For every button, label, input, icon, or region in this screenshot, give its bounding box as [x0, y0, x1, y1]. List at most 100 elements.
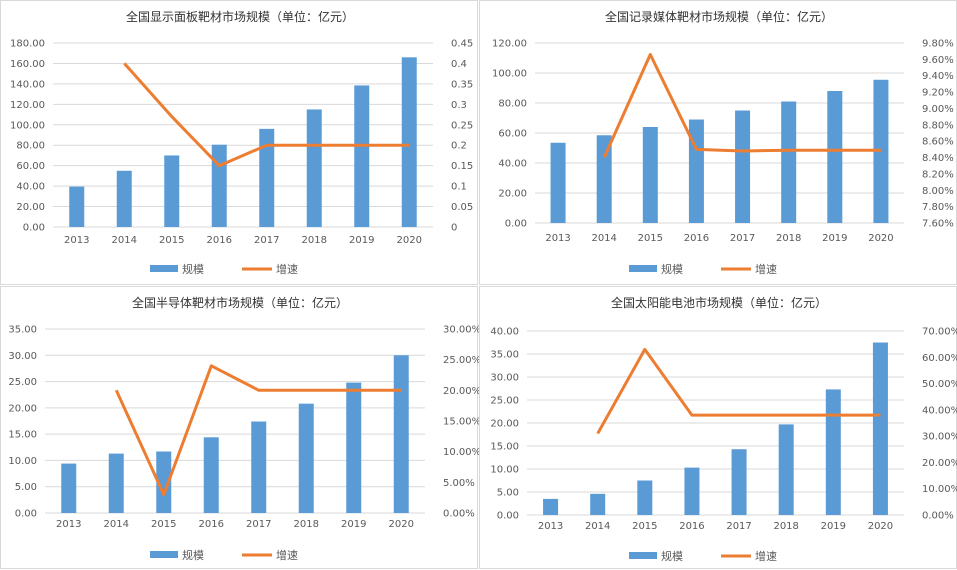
bar: [551, 143, 566, 223]
bar: [732, 449, 747, 515]
x-tick-label: 2016: [679, 521, 704, 532]
x-tick-label: 2014: [112, 235, 137, 246]
y-right-tick-label: 20.00%: [922, 458, 957, 469]
bar: [259, 129, 274, 227]
chart-svg: 全国记录媒体靶材市场规模（单位：亿元）0.0020.0040.0060.0080…: [480, 1, 957, 286]
x-tick-label: 2019: [349, 235, 374, 246]
y-right-tick-label: 9.20%: [922, 88, 954, 99]
x-tick-label: 2017: [730, 233, 755, 244]
chart-svg: 全国太阳能电池市场规模（单位：亿元）0.005.0010.0015.0020.0…: [480, 287, 957, 570]
x-tick-label: 2018: [294, 519, 319, 530]
bar: [402, 57, 417, 227]
y-right-tick-label: 8.80%: [922, 120, 954, 131]
bar: [779, 424, 794, 515]
y-right-tick-label: 0.1: [451, 182, 467, 193]
chart-title: 全国太阳能电池市场规模（单位：亿元）: [611, 295, 827, 310]
bar: [394, 355, 409, 513]
y-right-tick-label: 10.00%: [443, 447, 479, 458]
x-tick-label: 2018: [776, 233, 801, 244]
legend-label: 规模: [182, 548, 204, 562]
y-left-tick-label: 20.00: [490, 419, 519, 430]
y-left-tick-label: 10.00: [490, 465, 519, 476]
y-left-tick-label: 40.00: [498, 159, 527, 170]
bar: [354, 85, 369, 227]
y-right-tick-label: 50.00%: [922, 379, 957, 390]
bar: [735, 111, 750, 224]
x-tick-label: 2018: [773, 521, 798, 532]
y-left-tick-label: 35.00: [490, 350, 519, 361]
y-left-tick-label: 180.00: [10, 39, 45, 50]
legend-bar-swatch: [150, 551, 178, 558]
x-tick-label: 2013: [538, 521, 563, 532]
y-right-tick-label: 10.00%: [922, 484, 957, 495]
y-left-tick-label: 80.00: [16, 141, 45, 152]
chart-title: 全国显示面板靶材市场规模（单位：亿元）: [126, 9, 354, 24]
y-left-tick-label: 140.00: [10, 79, 45, 90]
y-right-tick-label: 0.45: [451, 39, 473, 50]
y-right-tick-label: 8.40%: [922, 153, 954, 164]
y-right-tick-label: 9.40%: [922, 71, 954, 82]
x-tick-label: 2013: [56, 519, 81, 530]
bar: [117, 171, 132, 227]
y-left-tick-label: 80.00: [498, 99, 527, 110]
x-tick-label: 2013: [64, 235, 89, 246]
legend-label: 增速: [755, 549, 777, 563]
bar: [827, 91, 842, 223]
y-right-tick-label: 0: [451, 223, 457, 234]
x-tick-label: 2016: [684, 233, 709, 244]
bar: [643, 127, 658, 223]
bar: [299, 404, 314, 513]
bar: [307, 109, 322, 227]
y-right-tick-label: 25.00%: [443, 355, 479, 366]
x-tick-label: 2020: [868, 521, 893, 532]
legend-label: 增速: [276, 548, 298, 562]
bar: [590, 494, 605, 515]
y-right-tick-label: 0.15: [451, 161, 473, 172]
y-right-tick-label: 60.00%: [922, 353, 957, 364]
x-tick-label: 2020: [868, 233, 893, 244]
bar: [109, 454, 124, 513]
y-right-tick-label: 15.00%: [443, 417, 479, 428]
bar: [781, 102, 796, 224]
y-left-tick-label: 20.00: [498, 189, 527, 200]
y-right-tick-label: 8.00%: [922, 186, 954, 197]
y-left-tick-label: 15.00: [8, 430, 37, 441]
bar: [204, 437, 219, 513]
x-tick-label: 2019: [341, 519, 366, 530]
bar: [346, 383, 361, 513]
legend-label: 规模: [661, 262, 683, 276]
y-right-tick-label: 9.00%: [922, 104, 954, 115]
y-right-tick-label: 0.00%: [922, 511, 954, 522]
y-left-tick-label: 60.00: [16, 161, 45, 172]
bar: [61, 464, 76, 513]
bar: [689, 120, 704, 224]
y-right-tick-label: 0.00%: [443, 509, 475, 520]
y-right-tick-label: 7.80%: [922, 202, 954, 213]
y-right-tick-label: 0.35: [451, 79, 473, 90]
bar: [212, 145, 227, 227]
legend-label: 增速: [276, 262, 298, 276]
x-tick-label: 2013: [545, 233, 570, 244]
y-right-tick-label: 5.00%: [443, 478, 475, 489]
x-tick-label: 2015: [151, 519, 176, 530]
x-tick-label: 2014: [104, 519, 129, 530]
x-tick-label: 2015: [638, 233, 663, 244]
x-tick-label: 2018: [302, 235, 327, 246]
y-left-tick-label: 160.00: [10, 59, 45, 70]
x-tick-label: 2016: [199, 519, 224, 530]
y-left-tick-label: 30.00: [8, 351, 37, 362]
y-left-tick-label: 15.00: [490, 442, 519, 453]
y-left-tick-label: 0.00: [15, 509, 37, 520]
y-right-tick-label: 0.2: [451, 141, 467, 152]
y-right-tick-label: 7.60%: [922, 219, 954, 230]
y-left-tick-label: 10.00: [8, 456, 37, 467]
y-right-tick-label: 0.25: [451, 120, 473, 131]
legend-label: 规模: [661, 549, 683, 563]
y-left-tick-label: 100.00: [10, 120, 45, 131]
x-tick-label: 2020: [397, 235, 422, 246]
y-left-tick-label: 120.00: [10, 100, 45, 111]
bar: [251, 422, 266, 513]
